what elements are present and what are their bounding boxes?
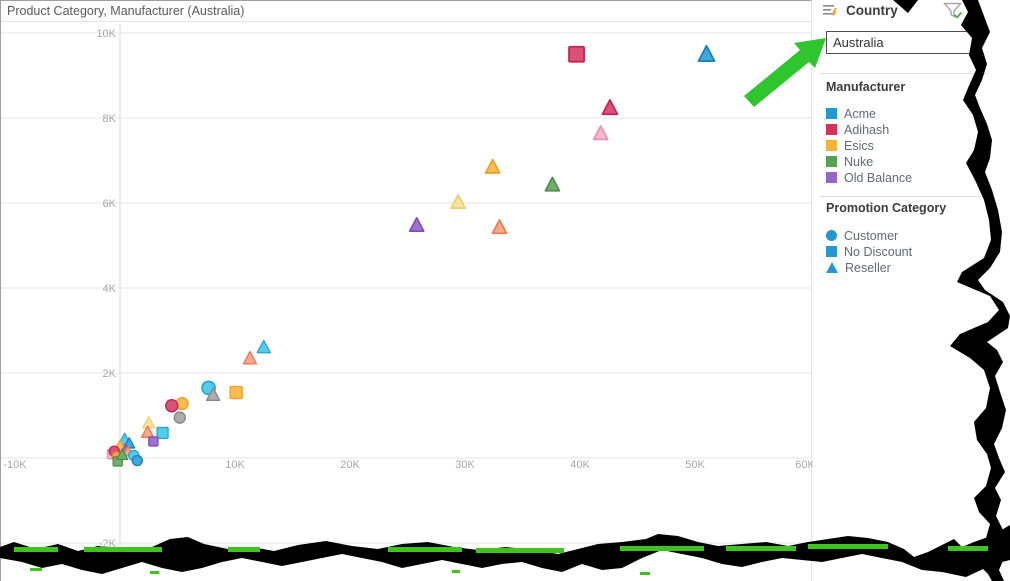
chart-title: Product Category, Manufacturer (Australi… — [7, 4, 245, 18]
legend-item[interactable]: Customer — [826, 228, 912, 243]
legend-item-label: Reseller — [845, 260, 891, 275]
y-tick-label: -2K — [99, 538, 117, 550]
data-point[interactable] — [140, 425, 155, 439]
y-tick-label: 2K — [103, 368, 117, 380]
legend-item-label: Esics — [844, 138, 874, 153]
data-point[interactable] — [131, 454, 143, 467]
legend-item-label: Adihash — [844, 122, 890, 137]
sidebar-divider — [820, 73, 988, 74]
data-point[interactable] — [697, 44, 716, 62]
triangle-swatch-icon — [826, 262, 838, 273]
data-point[interactable] — [205, 387, 221, 402]
sidebar-divider — [820, 196, 988, 197]
slicer-title: Country — [846, 3, 898, 18]
circle-swatch-icon — [826, 230, 837, 241]
x-tick-label: 10K — [225, 459, 245, 471]
y-tick-label: 4K — [103, 283, 117, 295]
filter-sidebar: Country Manufacturer AcmeAdihashEsicsNuk… — [818, 0, 1010, 581]
data-point[interactable] — [601, 99, 619, 116]
data-point[interactable] — [165, 399, 179, 413]
x-tick-label: 40K — [570, 459, 590, 471]
scatter-plot: 10K 8K 6K 4K 2K -2K -10K 10K 20K 30K 40K 50K 60K — [1, 23, 813, 550]
data-point[interactable] — [173, 411, 187, 424]
scatter-chart-panel: Product Category, Manufacturer (Australi… — [0, 0, 813, 581]
x-tick-label: 50K — [685, 459, 705, 471]
square-swatch-icon — [826, 108, 837, 119]
data-point[interactable] — [544, 176, 561, 192]
plot-area: 10K 8K 6K 4K 2K -2K -10K 10K 20K 30K 40K 50K 60K — [1, 23, 813, 550]
country-search-input[interactable] — [826, 31, 974, 54]
legend-item-label: Acme — [844, 106, 876, 121]
data-point[interactable] — [568, 45, 585, 63]
legend-item-label: Old Balance — [844, 170, 913, 185]
data-point[interactable] — [256, 339, 271, 354]
data-point[interactable] — [242, 350, 258, 365]
data-point[interactable] — [142, 416, 156, 429]
data-point[interactable] — [450, 194, 467, 210]
legend-item[interactable]: Esics — [826, 138, 912, 153]
legend-item[interactable]: Nuke — [826, 154, 912, 169]
y-tick-label: 8K — [103, 113, 117, 125]
legend-item[interactable]: No Discount — [826, 244, 913, 259]
data-point[interactable] — [484, 158, 501, 174]
square-swatch-icon — [826, 246, 837, 257]
promotion-legend-title: Promotion Category — [826, 201, 947, 215]
y-tick-label: 10K — [96, 28, 116, 40]
data-point[interactable] — [116, 448, 129, 461]
promotion-legend: Customer No Discount Reseller — [826, 228, 913, 275]
legend-item[interactable]: Reseller — [826, 260, 912, 275]
country-slicer-header: Country — [822, 3, 898, 18]
square-swatch-icon — [826, 172, 837, 183]
manufacturer-legend-title: Manufacturer — [826, 80, 906, 94]
x-tick-label: 20K — [340, 459, 360, 471]
legend-item[interactable]: Adihash — [826, 122, 912, 137]
data-point[interactable] — [491, 219, 508, 235]
data-point[interactable] — [408, 216, 425, 233]
data-point[interactable] — [156, 426, 169, 440]
y-tick-label: 6K — [103, 198, 117, 210]
slicer-lightning-icon — [823, 5, 838, 17]
legend-item[interactable]: Acme — [826, 106, 912, 121]
square-swatch-icon — [826, 124, 837, 135]
x-tick-label: -10K — [3, 459, 27, 471]
square-swatch-icon — [826, 156, 837, 167]
data-point[interactable] — [592, 125, 609, 141]
manufacturer-legend: Acme Adihash Esics Nuke Old Balance — [826, 106, 913, 185]
square-swatch-icon — [826, 140, 837, 151]
x-tick-label: 30K — [455, 459, 475, 471]
data-point[interactable] — [229, 385, 243, 400]
title-divider — [1, 21, 812, 22]
data-point[interactable] — [148, 436, 159, 447]
legend-item[interactable]: Old Balance — [826, 170, 913, 185]
legend-item-label: Customer — [844, 228, 899, 243]
legend-item-label: Nuke — [844, 154, 874, 169]
x-tick-label: 60K — [795, 459, 813, 471]
filter-applied-check-icon[interactable] — [943, 2, 963, 20]
legend-item-label: No Discount — [844, 244, 913, 259]
